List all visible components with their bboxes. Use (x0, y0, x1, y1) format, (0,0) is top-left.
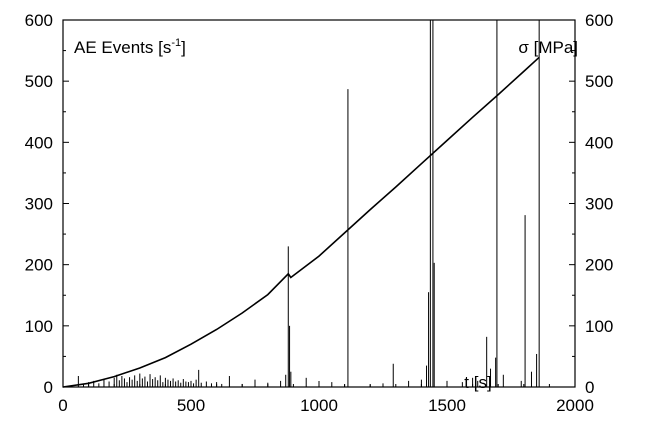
y-left-tick-label: 400 (25, 133, 53, 152)
y-right-tick-label: 100 (585, 317, 613, 336)
x-tick-label: 2000 (556, 396, 594, 415)
y-left-tick-label: 100 (25, 317, 53, 336)
stress-curve (62, 56, 540, 388)
y-left-tick-label: 0 (44, 378, 53, 397)
x-tick-label: 1000 (300, 396, 338, 415)
y-left-tick-label: 300 (25, 195, 53, 214)
y-left-tick-label: 600 (25, 11, 53, 30)
ae-spikes-layer (77, 20, 540, 387)
x-tick-label: 500 (177, 396, 205, 415)
plot-frame (62, 19, 576, 388)
axes (62, 19, 576, 388)
y-axis-label-left-superscript: -1 (171, 37, 181, 49)
y-axis-label-left: AE Events [s-1] (74, 37, 186, 57)
y-right-tick-label: 400 (585, 133, 613, 152)
y-right-tick-label: 0 (585, 378, 594, 397)
y-right-tick-label: 300 (585, 195, 613, 214)
x-axis-label: t [s] (464, 373, 491, 392)
y-right-tick-label: 200 (585, 256, 613, 275)
ticks-layer: 0 500 1000 1500 2000010020030040050060001002… (25, 11, 614, 415)
x-tick-label: 1500 (428, 396, 466, 415)
y-axis-label-left-main: AE Events [s (74, 38, 171, 57)
x-tick-label: 0 (58, 396, 67, 415)
y-axis-label-left-close: ] (181, 38, 186, 57)
y-left-tick-label: 200 (25, 256, 53, 275)
y-right-tick-label: 500 (585, 72, 613, 91)
y-axis-label-right: σ [MPa] (518, 38, 578, 57)
y-left-tick-label: 500 (25, 72, 53, 91)
y-right-tick-label: 600 (585, 11, 613, 30)
stress-curve-layer (62, 56, 540, 388)
